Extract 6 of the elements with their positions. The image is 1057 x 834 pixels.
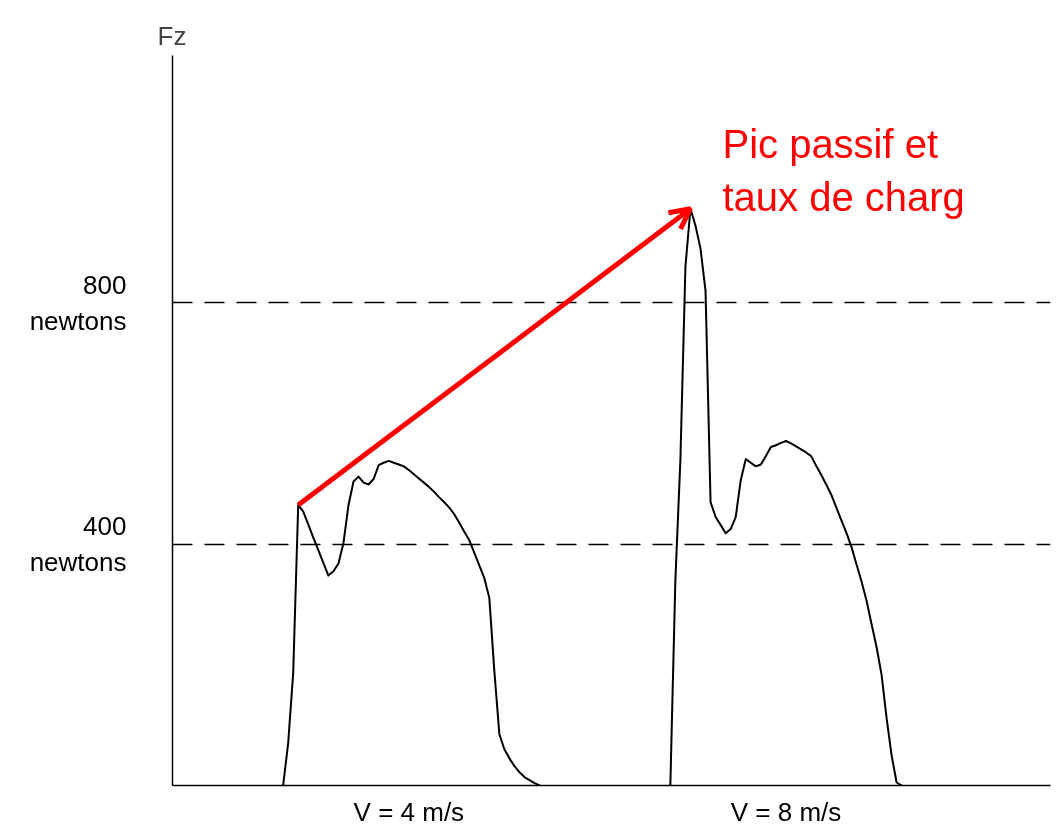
y-axis-title: Fz — [157, 20, 187, 51]
x-tick-label: V = 8 m/s — [730, 796, 842, 827]
annotation: Pic passif et taux de charg — [722, 121, 965, 219]
y-tick-label: 800 newtons — [29, 269, 127, 336]
y-tick-label: 400 newtons — [29, 511, 127, 578]
x-tick-label: V = 4 m/s — [353, 796, 465, 827]
